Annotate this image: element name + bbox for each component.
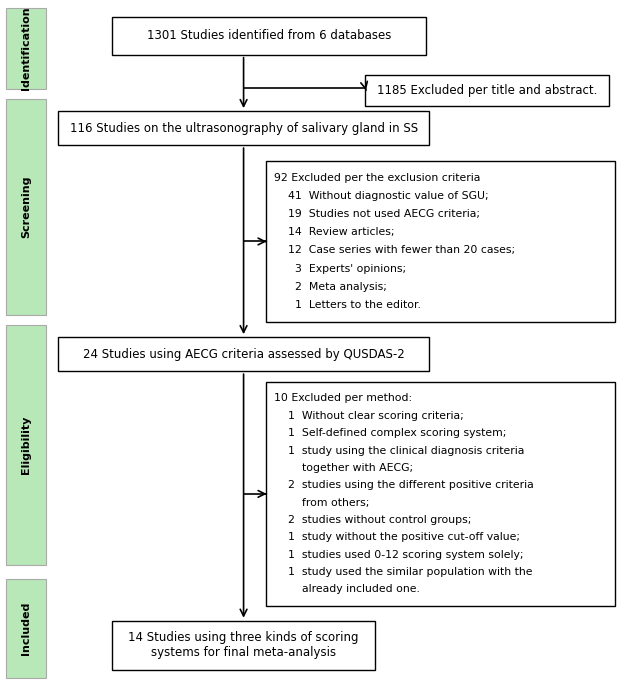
FancyBboxPatch shape — [112, 17, 426, 55]
Text: 24 Studies using AECG criteria assessed by QUSDAS-2: 24 Studies using AECG criteria assessed … — [83, 348, 404, 360]
Text: 14 Studies using three kinds of scoring
systems for final meta-analysis: 14 Studies using three kinds of scoring … — [128, 632, 359, 659]
Text: from others;: from others; — [274, 497, 369, 508]
Text: Screening: Screening — [21, 176, 31, 238]
FancyBboxPatch shape — [266, 161, 615, 322]
Text: 14  Review articles;: 14 Review articles; — [274, 227, 394, 238]
Text: 116 Studies on the ultrasonography of salivary gland in SS: 116 Studies on the ultrasonography of sa… — [69, 122, 418, 134]
Text: 12  Case series with fewer than 20 cases;: 12 Case series with fewer than 20 cases; — [274, 245, 515, 256]
FancyBboxPatch shape — [6, 579, 46, 678]
Text: 19  Studies not used AECG criteria;: 19 Studies not used AECG criteria; — [274, 210, 479, 219]
FancyBboxPatch shape — [58, 337, 429, 371]
FancyBboxPatch shape — [266, 382, 615, 606]
Text: already included one.: already included one. — [274, 584, 420, 595]
Text: 1  study without the positive cut-off value;: 1 study without the positive cut-off val… — [274, 532, 520, 543]
Text: 1  study using the clinical diagnosis criteria: 1 study using the clinical diagnosis cri… — [274, 445, 524, 456]
Text: together with AECG;: together with AECG; — [274, 463, 413, 473]
Text: 1  study used the similar population with the: 1 study used the similar population with… — [274, 567, 532, 577]
FancyBboxPatch shape — [112, 621, 375, 670]
FancyBboxPatch shape — [6, 99, 46, 315]
Text: 2  studies without control groups;: 2 studies without control groups; — [274, 515, 471, 525]
Text: 1  studies used 0-12 scoring system solely;: 1 studies used 0-12 scoring system solel… — [274, 549, 523, 560]
FancyBboxPatch shape — [365, 75, 609, 106]
Text: 1301 Studies identified from 6 databases: 1301 Studies identified from 6 databases — [147, 29, 392, 42]
FancyBboxPatch shape — [58, 111, 429, 145]
Text: 2  Meta analysis;: 2 Meta analysis; — [274, 282, 387, 292]
Text: 1  Letters to the editor.: 1 Letters to the editor. — [274, 300, 420, 310]
Text: 92 Excluded per the exclusion criteria: 92 Excluded per the exclusion criteria — [274, 173, 480, 183]
Text: 1  Self-defined complex scoring system;: 1 Self-defined complex scoring system; — [274, 428, 506, 438]
Text: 3  Experts' opinions;: 3 Experts' opinions; — [274, 264, 406, 273]
Text: Identification: Identification — [21, 7, 31, 90]
Text: 1185 Excluded per title and abstract.: 1185 Excluded per title and abstract. — [377, 84, 597, 97]
FancyBboxPatch shape — [6, 8, 46, 89]
Text: 41  Without diagnostic value of SGU;: 41 Without diagnostic value of SGU; — [274, 191, 488, 201]
Text: 2  studies using the different positive criteria: 2 studies using the different positive c… — [274, 480, 533, 490]
Text: Eligibility: Eligibility — [21, 416, 31, 475]
Text: Included: Included — [21, 602, 31, 655]
Text: 10 Excluded per method:: 10 Excluded per method: — [274, 393, 412, 403]
Text: 1  Without clear scoring criteria;: 1 Without clear scoring criteria; — [274, 411, 463, 421]
FancyBboxPatch shape — [6, 325, 46, 565]
